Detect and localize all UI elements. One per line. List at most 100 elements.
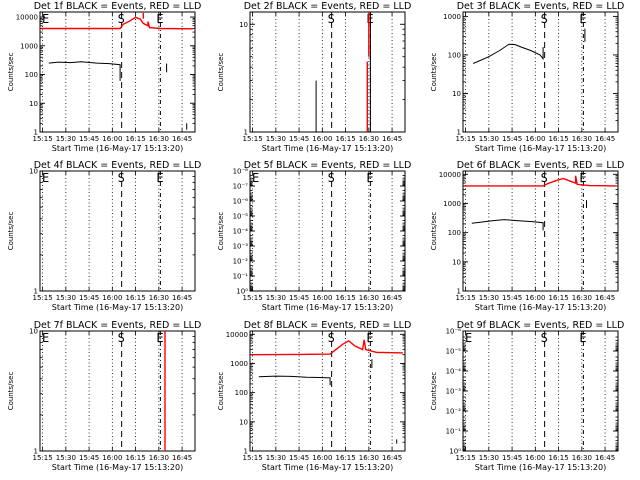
y-tick-label: 10⁻⁴ xyxy=(233,228,249,236)
y-tick-label: 10 xyxy=(452,90,461,98)
x-tick-label: 16:45 xyxy=(172,454,192,462)
panel-title: Det 1f BLACK = Events, RED = LLD xyxy=(34,1,202,12)
event-marker-label: E xyxy=(366,331,373,345)
panel-det-3: Det 3f BLACK = Events, RED = LLD 1 10 100 10… xyxy=(430,1,624,153)
lld-series-line xyxy=(464,175,616,187)
x-tick-label: 15:15 xyxy=(455,135,475,143)
event-marker-label: E xyxy=(579,12,586,26)
y-axis-label: Counts/sec xyxy=(7,212,15,251)
x-tick-label: 15:45 xyxy=(289,135,309,143)
x-tick-label: 15:30 xyxy=(479,135,499,143)
x-tick-label: 16:15 xyxy=(548,454,568,462)
x-tick-label: 15:45 xyxy=(79,454,99,462)
x-tick-label: 16:30 xyxy=(359,454,379,462)
y-tick-label: 10⁻⁴ xyxy=(446,368,462,376)
y-axis-label: Counts/sec xyxy=(217,212,225,251)
x-axis-label: Start Time (16-May-17 15:13:20) xyxy=(475,463,606,472)
x-tick-label: 16:30 xyxy=(149,294,169,302)
lld-series-line xyxy=(250,339,403,356)
panel-det-9: Det 9f BLACK = Events, RED = LLD 10⁰ 10⁻¹ 1… xyxy=(430,320,624,472)
y-tick-label: 1000 xyxy=(443,200,461,208)
x-tick-label: 16:45 xyxy=(382,294,402,302)
x-axis-label: Start Time (16-May-17 15:13:20) xyxy=(475,303,606,312)
x-tick-label: 15:30 xyxy=(266,135,286,143)
panel-det-8: Det 8f BLACK = Events, RED = LLD 1 10 100 10… xyxy=(217,320,411,472)
y-tick-label: 1000 xyxy=(230,360,248,368)
x-tick-label: 16:00 xyxy=(102,454,122,462)
panel-det-4: Det 4f BLACK = Events, RED = LLD 1 10 15:15… xyxy=(7,160,201,312)
y-tick-label: 10000 xyxy=(439,171,461,179)
y-axis-label: Counts/sec xyxy=(217,372,225,411)
axes-frame xyxy=(462,330,619,452)
x-axis-label: Start Time (16-May-17 15:13:20) xyxy=(52,303,183,312)
x-tick-label: 16:45 xyxy=(595,294,615,302)
x-tick-label: 16:30 xyxy=(572,135,592,143)
x-tick-label: 16:00 xyxy=(312,454,332,462)
x-tick-label: 15:30 xyxy=(56,454,76,462)
x-tick-label: 15:30 xyxy=(266,454,286,462)
y-tick-label: 1 xyxy=(34,288,38,296)
axes-frame xyxy=(39,11,196,133)
x-tick-label: 16:45 xyxy=(595,454,615,462)
y-axis-label: Counts/sec xyxy=(217,53,225,92)
x-tick-label: 15:15 xyxy=(32,454,52,462)
y-axis-label: Counts/sec xyxy=(7,372,15,411)
x-tick-label: 16:45 xyxy=(595,135,615,143)
x-tick-label: 15:15 xyxy=(32,135,52,143)
y-tick-label: 10⁻⁸ xyxy=(233,168,249,176)
x-axis-label: Start Time (16-May-17 15:13:20) xyxy=(52,463,183,472)
axes-frame xyxy=(462,11,619,133)
y-tick-label: 100 xyxy=(25,71,38,79)
x-tick-label: 16:15 xyxy=(548,294,568,302)
x-tick-label: 15:45 xyxy=(502,294,522,302)
panel-det-7: Det 7f BLACK = Events, RED = LLD 1 10 15:15… xyxy=(7,320,201,472)
event-marker-label: E xyxy=(42,331,49,345)
y-tick-label: 10000 xyxy=(226,331,248,339)
x-tick-label: 15:15 xyxy=(455,454,475,462)
y-tick-label: 1000 xyxy=(20,42,38,50)
x-tick-label: 16:00 xyxy=(525,135,545,143)
y-tick-label: 10⁻³ xyxy=(446,388,462,396)
events-series-line xyxy=(48,61,121,81)
y-tick-label: 1 xyxy=(457,129,461,137)
x-tick-label: 16:45 xyxy=(172,294,192,302)
y-tick-label: 1 xyxy=(244,448,248,456)
x-tick-label: 15:45 xyxy=(289,454,309,462)
y-tick-label: 10⁻⁵ xyxy=(233,213,249,221)
event-marker-label: E xyxy=(366,171,373,185)
y-tick-label: 10⁰ xyxy=(449,448,461,456)
events-series-line xyxy=(473,43,544,64)
x-tick-label: 16:15 xyxy=(335,454,355,462)
x-tick-label: 16:45 xyxy=(172,135,192,143)
y-tick-label: 1 xyxy=(457,288,461,296)
y-tick-label: 10⁻⁶ xyxy=(233,198,249,206)
axes-frame xyxy=(249,330,406,452)
x-tick-label: 16:00 xyxy=(312,294,332,302)
panel-det-5: Det 5f BLACK = Events, RED = LLD 10⁰ 10⁻¹ 1… xyxy=(217,160,411,312)
y-tick-label: 10⁻² xyxy=(446,408,462,416)
events-series-line xyxy=(471,219,544,231)
panel-title: Det 2f BLACK = Events, RED = LLD xyxy=(244,1,412,12)
axes-frame xyxy=(39,330,196,452)
axes-frame xyxy=(249,170,406,292)
x-tick-label: 16:45 xyxy=(382,454,402,462)
event-marker-label: E xyxy=(156,331,163,345)
x-tick-label: 15:15 xyxy=(242,294,262,302)
event-marker-label: S xyxy=(118,171,125,185)
y-tick-label: 10⁻² xyxy=(233,258,249,266)
y-tick-label: 10 xyxy=(239,418,248,426)
x-tick-label: 16:30 xyxy=(359,294,379,302)
axes-frame xyxy=(462,170,619,292)
y-axis-label: Counts/sec xyxy=(430,372,438,411)
panel-det-2: Det 2f BLACK = Events, RED = LLD 1 10 15:15… xyxy=(217,1,411,153)
x-axis-label: Start Time (16-May-17 15:13:20) xyxy=(262,463,393,472)
event-marker-label: E xyxy=(465,331,472,345)
x-tick-label: 16:30 xyxy=(149,135,169,143)
y-tick-label: 10⁻³ xyxy=(233,243,249,251)
axes-frame xyxy=(39,170,196,292)
x-tick-label: 16:15 xyxy=(548,135,568,143)
y-tick-label: 100 xyxy=(235,389,248,397)
event-marker-label: E xyxy=(156,171,163,185)
x-tick-label: 16:15 xyxy=(335,135,355,143)
y-tick-label: 10 xyxy=(239,21,248,29)
